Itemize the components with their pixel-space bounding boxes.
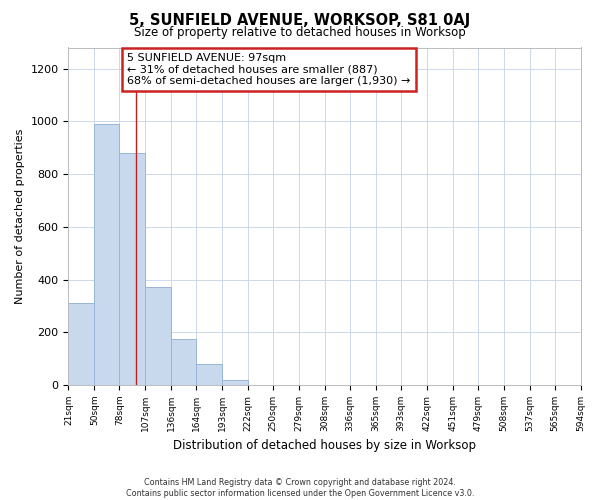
Text: Size of property relative to detached houses in Worksop: Size of property relative to detached ho… [134,26,466,39]
Bar [222,380,248,385]
X-axis label: Distribution of detached houses by size in Worksop: Distribution of detached houses by size … [173,440,476,452]
Bar [171,339,196,385]
Text: Contains HM Land Registry data © Crown copyright and database right 2024.
Contai: Contains HM Land Registry data © Crown c… [126,478,474,498]
Bar [119,153,145,385]
Text: 5 SUNFIELD AVENUE: 97sqm
← 31% of detached houses are smaller (887)
68% of semi-: 5 SUNFIELD AVENUE: 97sqm ← 31% of detach… [127,52,410,86]
Bar [478,384,503,385]
Bar [68,304,94,385]
Text: 5, SUNFIELD AVENUE, WORKSOP, S81 0AJ: 5, SUNFIELD AVENUE, WORKSOP, S81 0AJ [130,12,470,28]
Bar [145,288,171,385]
Bar [94,124,119,385]
Bar [196,364,222,385]
Y-axis label: Number of detached properties: Number of detached properties [15,128,25,304]
Bar [248,384,273,385]
